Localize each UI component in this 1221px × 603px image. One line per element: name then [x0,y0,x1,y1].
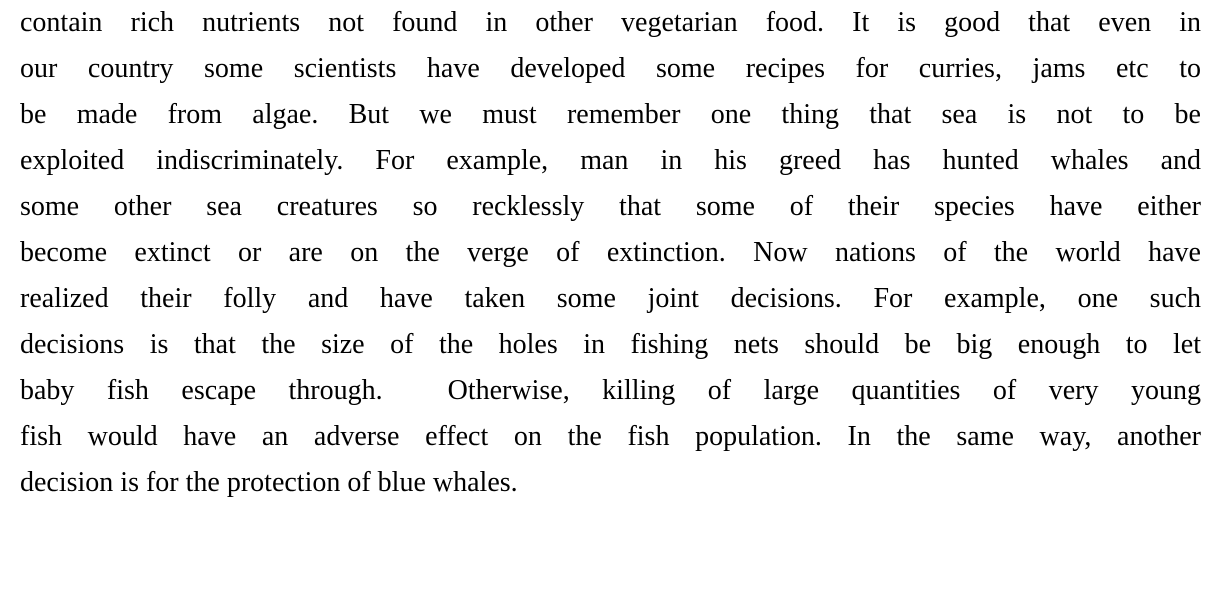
text-line: contain rich nutrients not found in othe… [20,7,1201,38]
text-line: exploited indiscriminately. For example,… [20,145,1201,176]
text-line: realized their folly and have taken some… [20,283,1201,314]
text-line: decisions is that the size of the holes … [20,329,1201,360]
text-line: decision is for the protection of blue w… [20,467,518,498]
text-line: become extinct or are on the verge of ex… [20,237,1201,268]
text-line: fish would have an adverse effect on the… [20,421,1201,452]
text-line: be made from algae. But we must remember… [20,99,1201,130]
paragraph: contain rich nutrients not found in othe… [20,0,1201,506]
text-line: our country some scientists have develop… [20,53,1201,84]
text-line: baby fish escape through. Otherwise, kil… [20,375,1201,406]
text-line: some other sea creatures so recklessly t… [20,191,1201,222]
